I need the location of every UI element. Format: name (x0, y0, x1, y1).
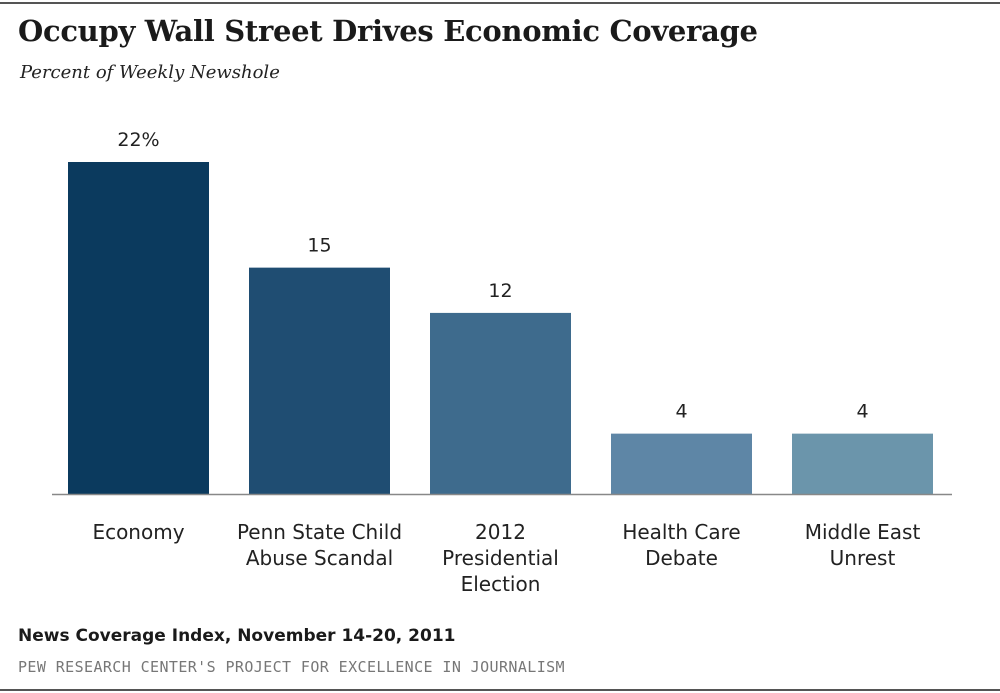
value-label-0: 22% (117, 129, 159, 151)
bar-chart: 22% Economy 15 Penn State Child Abuse Scanda… (52, 129, 952, 596)
category-label-2: 2012 Presidential Election (442, 520, 559, 596)
category-label-4: Middle East Unrest (805, 520, 921, 570)
value-label-4: 4 (856, 401, 868, 423)
credit-line: PEW RESEARCH CENTER'S PROJECT FOR EXCELL… (18, 658, 565, 676)
bar-2 (430, 312, 571, 494)
bottom-rule (0, 689, 1000, 691)
bar-4 (792, 433, 933, 494)
category-label-3: Health Care Debate (622, 520, 740, 570)
value-label-3: 4 (675, 401, 687, 423)
category-label-0: Economy (92, 520, 184, 544)
top-rule (0, 2, 1000, 4)
category-label-1: Penn State Child Abuse Scandal (237, 520, 402, 570)
bar-1 (249, 267, 390, 494)
source-note: News Coverage Index, November 14-20, 201… (18, 626, 456, 646)
value-label-2: 12 (488, 280, 512, 302)
bar-0 (68, 162, 209, 494)
chart-subtitle: Percent of Weekly Newshole (20, 62, 280, 83)
bar-3 (611, 433, 752, 494)
value-label-1: 15 (307, 235, 331, 257)
chart-title: Occupy Wall Street Drives Economic Cover… (18, 14, 758, 48)
